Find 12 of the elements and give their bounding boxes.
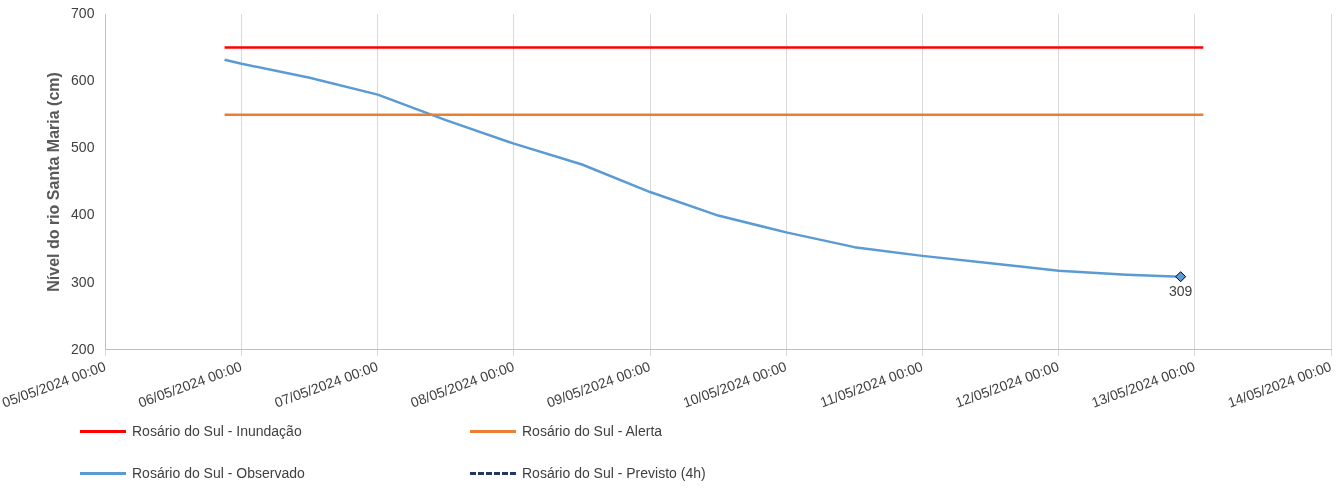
legend-label: Rosário do Sul - Observado bbox=[132, 465, 305, 481]
y-tick-label: 500 bbox=[71, 139, 95, 156]
y-tick-label: 700 bbox=[71, 4, 95, 21]
y-tick-label: 300 bbox=[71, 273, 95, 290]
y-tick-label: 200 bbox=[71, 340, 95, 357]
legend-label: Rosário do Sul - Previsto (4h) bbox=[522, 465, 706, 481]
legend-label: Rosário do Sul - Alerta bbox=[522, 423, 663, 439]
y-tick-label: 400 bbox=[71, 206, 95, 223]
y-axis-title: Nível do rio Santa Maria (cm) bbox=[44, 72, 62, 292]
annotation: 309 bbox=[1168, 282, 1193, 299]
y-tick-label: 600 bbox=[71, 72, 95, 89]
legend-label: Rosário do Sul - Inundação bbox=[132, 423, 302, 439]
